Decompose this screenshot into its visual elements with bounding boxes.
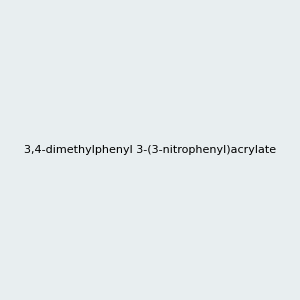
Text: 3,4-dimethylphenyl 3-(3-nitrophenyl)acrylate: 3,4-dimethylphenyl 3-(3-nitrophenyl)acry… — [24, 145, 276, 155]
